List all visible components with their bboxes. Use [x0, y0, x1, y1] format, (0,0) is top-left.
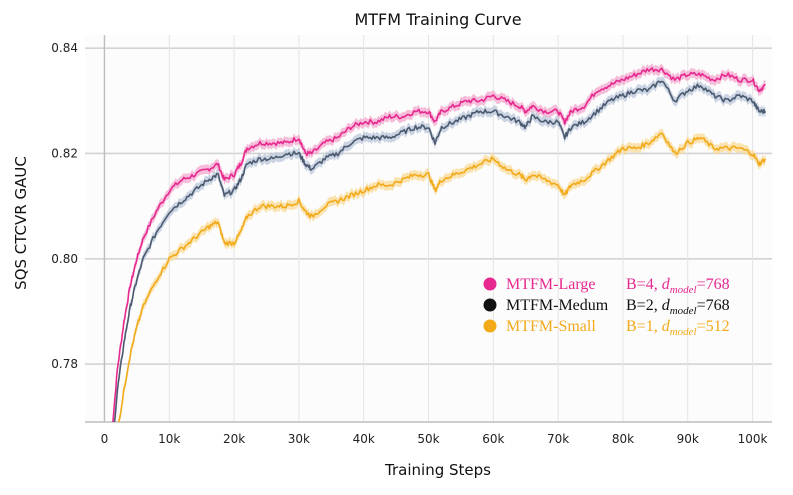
- grid-lines: [85, 35, 772, 422]
- y-axis-label: SQS CTCVR GAUC: [12, 156, 30, 290]
- series-bands: [112, 63, 766, 422]
- x-tick-label: 90k: [677, 432, 699, 446]
- series-lines: [112, 67, 767, 422]
- legend-marker: [483, 319, 497, 333]
- legend-marker: [483, 298, 497, 312]
- legend-series-name: MTFM-Small: [506, 318, 596, 335]
- legend-series-name: MTFM-Large: [506, 276, 595, 293]
- x-axis-label: Training Steps: [384, 461, 491, 479]
- y-tick-label: 0.82: [51, 146, 78, 160]
- x-tick-label: 100k: [738, 432, 768, 446]
- line-large: [112, 67, 766, 422]
- legend-config: B=2, dmodel=768: [626, 297, 730, 317]
- legend-series-name: MTFM-Medum: [506, 297, 609, 314]
- x-tick-label: 20k: [223, 432, 245, 446]
- legend-config: B=4, dmodel=768: [626, 276, 730, 296]
- x-tick-label: 40k: [353, 432, 375, 446]
- x-tick-label: 70k: [547, 432, 569, 446]
- x-tick-label: 0: [101, 432, 109, 446]
- legend-entry-large: MTFM-Large B=4, dmodel=768: [483, 276, 730, 296]
- legend-entry-medium: MTFM-Medum B=2, dmodel=768: [483, 297, 730, 317]
- legend-marker: [483, 277, 497, 291]
- y-tick-label: 0.78: [51, 357, 78, 371]
- band-small: [118, 128, 766, 422]
- line-small: [118, 132, 767, 422]
- x-tick-label: 80k: [612, 432, 634, 446]
- x-tick-labels: 0 10k 20k 30k 40k 50k 60k 70k 80k 90k 100k: [101, 432, 768, 446]
- axes: [85, 35, 772, 423]
- x-tick-label: 50k: [417, 432, 439, 446]
- y-tick-labels: 0.78 0.80 0.82 0.84: [51, 41, 78, 371]
- y-tick-label: 0.80: [51, 252, 78, 266]
- x-tick-label: 60k: [482, 432, 504, 446]
- legend-entry-small: MTFM-Small B=1, dmodel=512: [483, 318, 730, 338]
- y-tick-label: 0.84: [51, 41, 78, 55]
- legend: MTFM-Large B=4, dmodel=768 MTFM-Medum B=2, …: [483, 276, 730, 338]
- x-tick-label: 10k: [158, 432, 180, 446]
- chart-title: MTFM Training Curve: [354, 10, 521, 29]
- line-medium: [113, 80, 767, 422]
- legend-config: B=1, dmodel=512: [626, 318, 730, 338]
- x-tick-label: 30k: [288, 432, 310, 446]
